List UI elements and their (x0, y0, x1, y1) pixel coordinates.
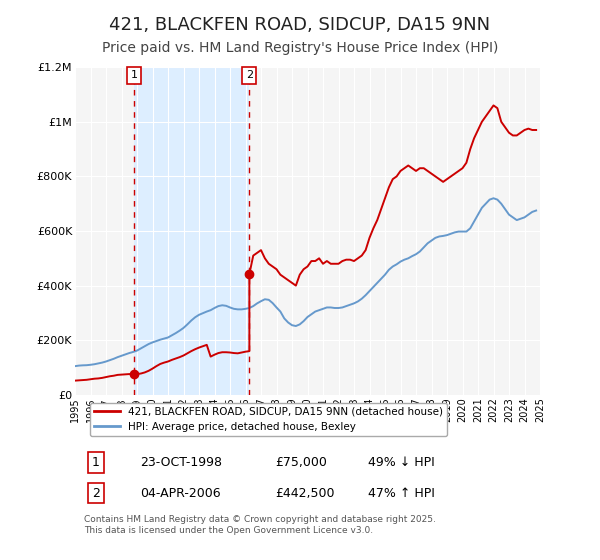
Text: Contains HM Land Registry data © Crown copyright and database right 2025.
This d: Contains HM Land Registry data © Crown c… (84, 515, 436, 535)
Legend: 421, BLACKFEN ROAD, SIDCUP, DA15 9NN (detached house), HPI: Average price, detac: 421, BLACKFEN ROAD, SIDCUP, DA15 9NN (de… (89, 403, 447, 436)
Text: 2: 2 (92, 487, 100, 500)
Text: 1: 1 (92, 456, 100, 469)
Text: 49% ↓ HPI: 49% ↓ HPI (368, 456, 434, 469)
Text: 2: 2 (246, 71, 253, 81)
Text: 421, BLACKFEN ROAD, SIDCUP, DA15 9NN: 421, BLACKFEN ROAD, SIDCUP, DA15 9NN (109, 16, 491, 34)
Text: £75,000: £75,000 (275, 456, 327, 469)
Text: 47% ↑ HPI: 47% ↑ HPI (368, 487, 435, 500)
Text: 1: 1 (130, 71, 137, 81)
Text: Price paid vs. HM Land Registry's House Price Index (HPI): Price paid vs. HM Land Registry's House … (102, 41, 498, 55)
Text: 23-OCT-1998: 23-OCT-1998 (140, 456, 222, 469)
Text: 04-APR-2006: 04-APR-2006 (140, 487, 221, 500)
Text: £442,500: £442,500 (275, 487, 334, 500)
Bar (134, 67, 250, 395)
